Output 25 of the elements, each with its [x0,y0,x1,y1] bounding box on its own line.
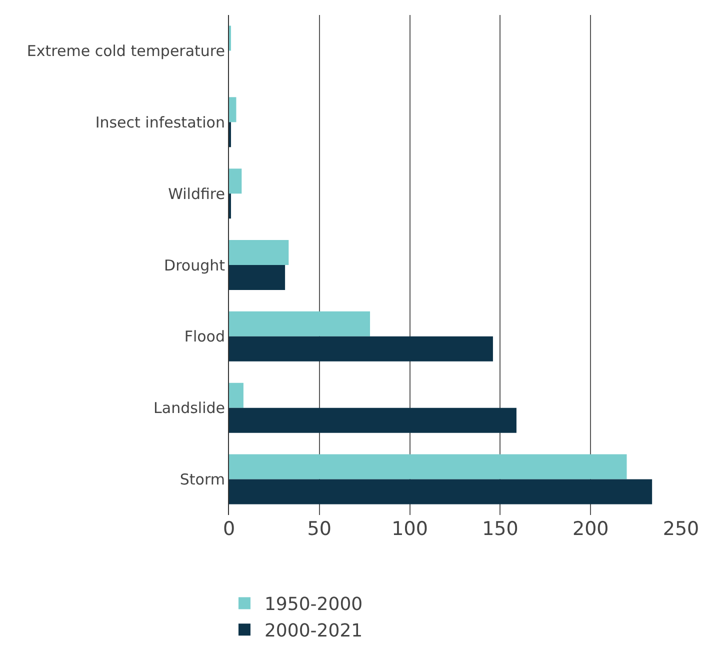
bar [229,168,242,194]
bar [229,311,370,336]
bar [229,265,286,290]
bar [229,454,627,480]
y-tick-label: Storm [180,470,225,489]
x-tick-label: 200 [572,518,609,540]
bar [229,336,493,362]
y-tick-label: Drought [164,256,226,274]
y-tick-label: Insect infestation [95,113,225,132]
x-tick-label: 150 [482,518,518,540]
legend-label: 2000-2021 [264,620,363,642]
bar [229,408,516,433]
x-tick-label: 50 [307,518,332,540]
bar [229,97,236,122]
x-tick-label: 0 [222,518,236,540]
bar [229,240,289,265]
x-tick-label: 250 [662,518,700,540]
x-tick-label: 100 [392,518,428,540]
legend-label: 1950-2000 [264,594,363,616]
y-tick-label: Flood [184,328,225,346]
y-tick-label: Extreme cold temperature [26,42,225,60]
bar [229,479,652,504]
y-tick-label: Wildfire [168,184,225,203]
y-tick-label: Landslide [154,399,225,418]
bar [229,382,244,408]
